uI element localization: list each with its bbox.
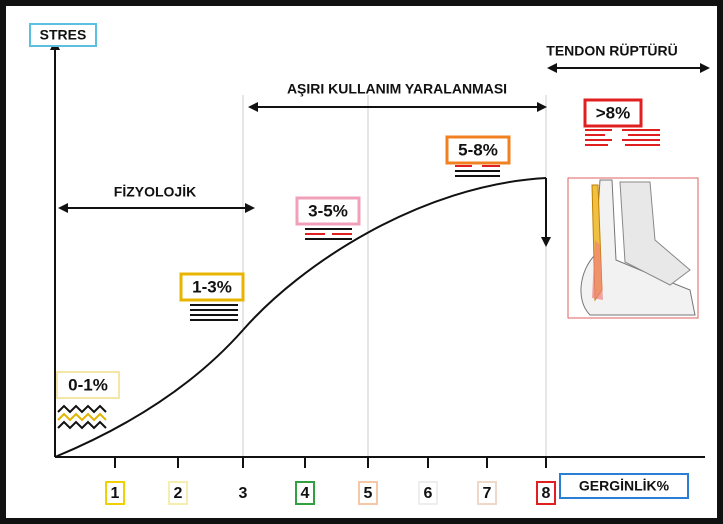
tick-box: [536, 481, 556, 505]
stage-label: 0-1%: [68, 375, 108, 394]
stress-curve: [54, 177, 547, 458]
x-tick-label: 6: [424, 485, 433, 502]
x-tick-label: 5: [364, 485, 373, 502]
x-tick-label: 1: [111, 485, 120, 502]
stage-label: 5-8%: [458, 140, 498, 159]
region-label: AŞIRI KULLANIM YARALANMASI: [287, 81, 507, 97]
stage-label: 1-3%: [192, 277, 232, 296]
fiber-icon: [455, 165, 500, 177]
tick-box: [168, 481, 188, 505]
tick-box: [295, 481, 315, 505]
x-tick-label: 7: [483, 485, 492, 502]
region-label: TENDON RÜPTÜRÜ: [546, 43, 677, 59]
x-label-box: [559, 473, 689, 499]
tick-box: [105, 481, 125, 505]
y-label-box: [29, 23, 97, 47]
fiber-icon: [585, 129, 660, 146]
stage-box: [56, 371, 120, 399]
stage-box: [179, 272, 245, 302]
tick-box: [358, 481, 378, 505]
fiber-icon: [57, 404, 107, 430]
y-axis-label: STRES: [40, 27, 87, 43]
x-tick-label: 3: [239, 485, 248, 502]
stage-label: >8%: [596, 103, 631, 122]
fiber-icon: [305, 228, 352, 240]
x-tick-label: 4: [301, 485, 310, 502]
fiber-icon: [190, 304, 238, 321]
stage-box: [445, 135, 511, 165]
tick-box: [477, 481, 497, 505]
region-label: FİZYOLOJİK: [114, 184, 196, 200]
x-tick-label: 8: [542, 485, 551, 502]
x-axis-label: GERGİNLİK%: [579, 478, 670, 494]
x-tick-label: 2: [174, 485, 183, 502]
stage-box: [295, 196, 361, 226]
foot-illustration: [567, 177, 699, 319]
stage-box: [583, 98, 643, 128]
tick-box: [418, 481, 438, 505]
stage-label: 3-5%: [308, 201, 348, 220]
